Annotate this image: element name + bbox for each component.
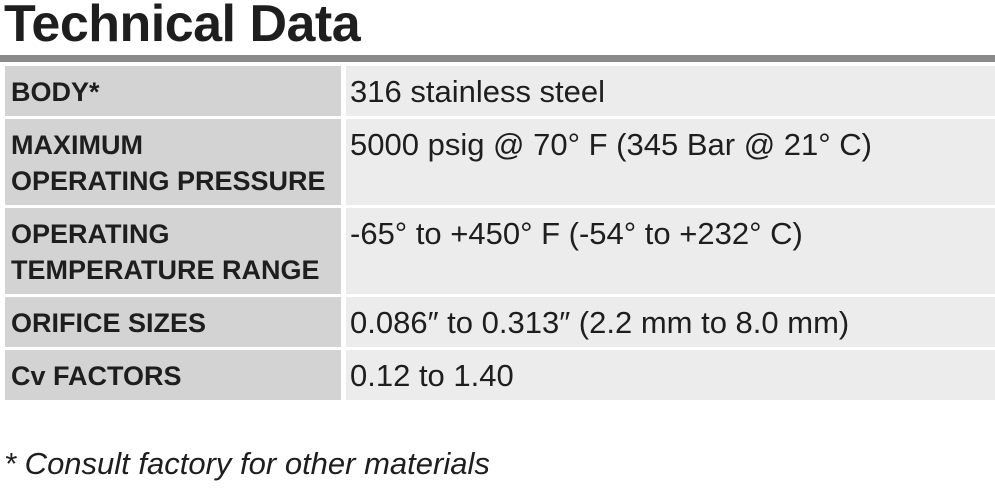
label-line: TEMPERATURE RANGE [11,255,320,285]
footnote: * Consult factory for other materials [4,446,490,481]
label-line: Cv FACTORS [11,361,182,391]
label-line: OPERATING PRESSURE [11,166,326,196]
row-label: Cv FACTORS [5,350,341,400]
label-line: OPERATING [11,219,170,249]
row-value: 0.086″ to 0.313″ (2.2 mm to 8.0 mm) [346,297,995,347]
label-line: ORIFICE SIZES [11,308,207,338]
row-label: OPERATING TEMPERATURE RANGE [5,208,341,294]
title: Technical Data [4,0,361,53]
row-value: 0.12 to 1.40 [346,350,995,400]
data-table: BODY* 316 stainless steel MAXIMUM OPERATING… [5,66,995,400]
row-value: -65° to +450° F (-54° to +232° C) [346,208,995,294]
title-rule [0,55,995,62]
label-line: MAXIMUM [11,130,143,160]
row-value: 316 stainless steel [346,66,995,116]
row-value: 5000 psig @ 70° F (345 Bar @ 21° C) [346,119,995,205]
row-label: BODY* [5,66,341,116]
row-label: MAXIMUM OPERATING PRESSURE [5,119,341,205]
label-line: BODY* [11,77,100,107]
row-label: ORIFICE SIZES [5,297,341,347]
